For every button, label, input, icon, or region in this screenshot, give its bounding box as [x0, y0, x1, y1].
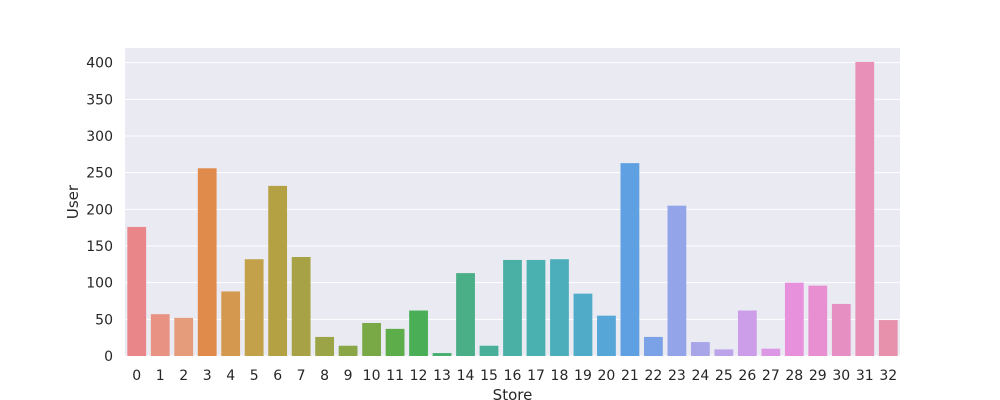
bar-store-30: [831, 303, 851, 356]
y-tick-label: 400: [86, 56, 113, 72]
bar-store-15: [479, 345, 499, 356]
x-tick-label: 17: [527, 368, 545, 384]
y-tick-labels: 0 50 100 150 200 250 300 350 400: [86, 56, 113, 365]
x-tick-label: 19: [574, 368, 592, 384]
bar-store-13: [432, 353, 452, 356]
x-tick-label: 24: [691, 368, 709, 384]
x-tick-label: 11: [386, 368, 404, 384]
y-tick-label: 200: [86, 202, 113, 218]
x-tick-label: 6: [273, 368, 282, 384]
y-tick-label: 150: [86, 239, 113, 255]
x-tick-labels: 0 1 2 3 4 5 6 7 8 9 10 11 12 13 14 15 16 17 18 19 20 21 22 23 24…: [132, 368, 897, 384]
x-tick-label: 13: [433, 368, 451, 384]
x-tick-label: 3: [203, 368, 212, 384]
x-tick-label: 21: [621, 368, 639, 384]
bar-store-17: [526, 259, 546, 356]
bar-store-7: [291, 257, 311, 356]
bars: [127, 61, 898, 356]
bar-store-3: [197, 168, 217, 356]
x-tick-label: 7: [297, 368, 306, 384]
bar-store-27: [761, 348, 781, 356]
x-tick-label: 15: [480, 368, 498, 384]
y-tick-label: 0: [104, 349, 113, 365]
y-tick-label: 100: [86, 276, 113, 292]
x-tick-label: 5: [250, 368, 259, 384]
bar-store-12: [409, 310, 428, 356]
bar-store-31: [855, 61, 875, 356]
x-tick-label: 28: [785, 368, 803, 384]
bar-store-22: [644, 336, 663, 356]
x-tick-label: 2: [179, 368, 188, 384]
y-tick-label: 250: [86, 166, 113, 182]
x-tick-label: 25: [715, 368, 733, 384]
bar-store-11: [385, 328, 405, 356]
bar-store-4: [221, 291, 241, 356]
x-tick-label: 0: [132, 368, 141, 384]
x-tick-label: 20: [598, 368, 616, 384]
y-tick-label: 50: [95, 312, 113, 328]
bar-store-21: [620, 163, 640, 356]
x-tick-label: 27: [762, 368, 780, 384]
bar-store-25: [714, 349, 734, 356]
bar-store-10: [362, 323, 381, 356]
x-tick-label: 31: [856, 368, 874, 384]
bar-store-9: [338, 345, 358, 356]
bar-store-23: [667, 205, 687, 356]
bar-store-1: [150, 314, 170, 356]
bar-store-28: [784, 282, 804, 356]
x-tick-label: 16: [504, 368, 522, 384]
bar-store-19: [573, 293, 593, 356]
x-tick-label: 8: [320, 368, 329, 384]
bar-store-29: [808, 285, 828, 356]
bar-store-6: [268, 185, 288, 356]
x-tick-label: 22: [644, 368, 662, 384]
y-axis-label: User: [64, 184, 82, 219]
y-tick-label: 300: [86, 129, 113, 145]
bar-store-14: [456, 273, 475, 356]
x-tick-label: 32: [879, 368, 897, 384]
bar-store-2: [174, 317, 194, 356]
x-tick-label: 26: [738, 368, 756, 384]
x-tick-label: 10: [363, 368, 381, 384]
bar-store-20: [597, 315, 616, 356]
x-tick-label: 9: [344, 368, 353, 384]
bar-store-0: [127, 226, 147, 356]
x-tick-label: 4: [226, 368, 235, 384]
x-axis-label: Store: [493, 386, 533, 400]
x-tick-label: 29: [809, 368, 827, 384]
bar-store-8: [315, 336, 335, 356]
x-tick-label: 18: [551, 368, 569, 384]
x-tick-label: 23: [668, 368, 686, 384]
x-tick-label: 12: [410, 368, 428, 384]
x-tick-label: 1: [156, 368, 165, 384]
bar-store-32: [878, 320, 898, 356]
bar-store-24: [690, 342, 710, 356]
x-tick-label: 30: [832, 368, 850, 384]
x-tick-label: 14: [457, 368, 475, 384]
bar-store-26: [737, 310, 757, 356]
y-tick-label: 350: [86, 92, 113, 108]
bar-store-18: [550, 259, 569, 356]
bar-store-16: [503, 259, 522, 356]
bar-store-5: [244, 259, 264, 356]
